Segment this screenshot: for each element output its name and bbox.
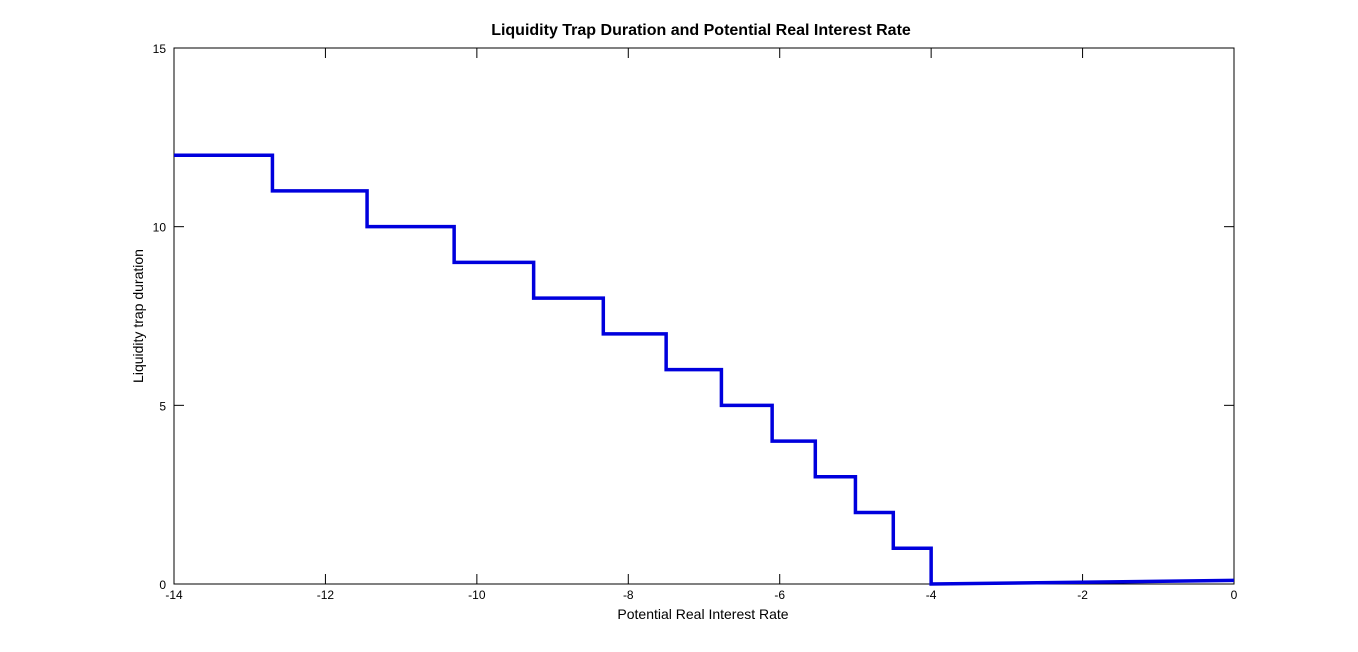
y-tick-label: 15 [153,42,167,56]
y-tick-label: 10 [153,221,167,235]
tick-labels: -14 -12 -10 -8 -6 -4 -2 0 0 5 10 15 [153,42,1238,602]
x-tick-label: -14 [165,588,183,602]
y-axis-label: Liquidity trap duration [130,249,146,383]
axis-ticks [173,47,1235,585]
series-line-0 [174,153,1235,586]
x-tick-label: 0 [1231,588,1238,602]
y-tick-label: 0 [159,578,166,592]
chart-title: Liquidity Trap Duration and Potential Re… [491,22,911,39]
plot-frame [173,47,1235,585]
x-tick-label: -10 [468,588,486,602]
y-tick-label: 5 [159,399,166,413]
x-tick-label: -2 [1077,588,1088,602]
x-tick-label: -8 [623,588,634,602]
series-layer [174,153,1235,586]
x-tick-label: -12 [317,588,335,602]
x-tick-label: -6 [774,588,785,602]
x-axis-label: Potential Real Interest Rate [617,606,788,622]
x-tick-label: -4 [926,588,937,602]
